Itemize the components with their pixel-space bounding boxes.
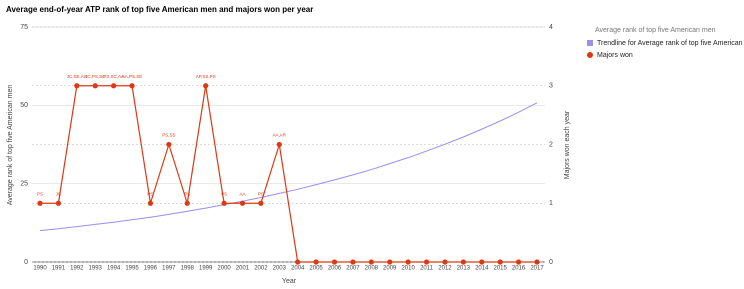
point (368, 259, 374, 265)
value-label: AP,SS,PS (196, 74, 216, 79)
x-tick-label: 1999 (199, 266, 213, 272)
x-tick-label: 2007 (346, 266, 360, 272)
x-tick-label: 2015 (494, 266, 508, 272)
series-line (40, 85, 537, 263)
point (147, 200, 154, 206)
point (534, 259, 540, 265)
x-tick-label: 2008 (365, 266, 379, 272)
x-tick-label: 2017 (530, 266, 544, 272)
x-tick-label: 2000 (217, 266, 231, 272)
point (239, 200, 246, 206)
point (350, 259, 356, 265)
x-tick-label: 1994 (107, 266, 121, 272)
x-tick-label: 2011 (420, 266, 434, 272)
value-label: AA,AR (273, 133, 287, 138)
x-tick-label: 2006 (328, 266, 342, 272)
x-tick-label: 1990 (33, 266, 47, 272)
point (203, 83, 209, 89)
x-tick-label: 2013 (457, 266, 471, 272)
x-tick-label: 2012 (438, 266, 452, 272)
point (92, 83, 98, 89)
legend-header: Average rank of top five American men (595, 27, 716, 34)
x-tick-label: 2004 (291, 266, 305, 272)
x-tick-label: 1993 (89, 266, 103, 272)
y2-tick-label: 0 (549, 259, 553, 266)
y2-tick-label: 1 (549, 200, 553, 207)
y2-tick-label: 3 (549, 83, 553, 90)
legend-label: Majors won (597, 52, 633, 59)
legend-label: Trendline for Average rank of top five A… (597, 40, 744, 47)
point (479, 259, 485, 265)
legend-marker (587, 40, 593, 46)
point (111, 83, 117, 89)
x-tick-label: 2005 (309, 266, 323, 272)
point (276, 141, 282, 148)
point (74, 83, 80, 89)
x-tick-label: 2014 (475, 266, 489, 272)
point (258, 200, 264, 206)
x-tick-label: 1992 (70, 266, 84, 272)
y-tick-label: 0 (24, 259, 28, 266)
point (166, 141, 172, 148)
x-tick-label: 1991 (52, 266, 66, 272)
point (295, 259, 301, 265)
series-line (39, 102, 538, 232)
y2-tick-label: 4 (549, 24, 553, 31)
y2-axis-title: Majors won each year (564, 110, 571, 179)
point (184, 200, 190, 206)
x-tick-label: 1996 (144, 266, 158, 272)
value-label: JC,SE,AA (67, 74, 87, 79)
value-label: AA (239, 191, 245, 196)
point (129, 83, 135, 89)
y-tick-label: 50 (20, 102, 28, 109)
value-label: PS,SC,AA (103, 74, 124, 79)
legend-marker (587, 52, 593, 58)
point (405, 259, 411, 265)
y2-tick-label: 2 (549, 141, 553, 148)
point (55, 200, 62, 206)
value-label: PS (37, 191, 43, 196)
value-label: PS,SS (162, 133, 175, 138)
value-label: PS (258, 191, 264, 196)
point (497, 259, 503, 265)
x-tick-label: 2001 (236, 266, 250, 272)
x-tick-label: 1998 (181, 266, 195, 272)
chart-title: Average end-of-year ATP rank of top five… (6, 5, 313, 14)
point (460, 259, 466, 265)
point (37, 200, 43, 206)
y-axis-title: Average rank of top five American men (7, 85, 14, 206)
point (331, 259, 338, 265)
y-tick-label: 75 (20, 24, 28, 31)
value-label: AA,PS,SE (122, 74, 143, 79)
value-label: JC (56, 191, 62, 196)
value-label: PS (147, 191, 153, 196)
x-axis-title: Year (282, 278, 297, 285)
point (387, 259, 393, 265)
value-label: PS (184, 191, 190, 196)
point (515, 259, 522, 265)
point (442, 259, 448, 265)
x-tick-label: 2016 (512, 266, 526, 272)
point (423, 259, 430, 265)
point (221, 200, 227, 206)
value-label: JC,PS,SC (85, 74, 106, 79)
x-tick-label: 1997 (162, 266, 176, 272)
x-tick-label: 2010 (401, 266, 415, 272)
x-tick-label: 2009 (383, 266, 397, 272)
value-label: PS (221, 191, 227, 196)
x-tick-label: 2003 (273, 266, 287, 272)
y-tick-label: 25 (20, 181, 28, 188)
x-tick-label: 1995 (125, 266, 139, 272)
point (313, 259, 319, 265)
x-tick-label: 2002 (254, 266, 268, 272)
